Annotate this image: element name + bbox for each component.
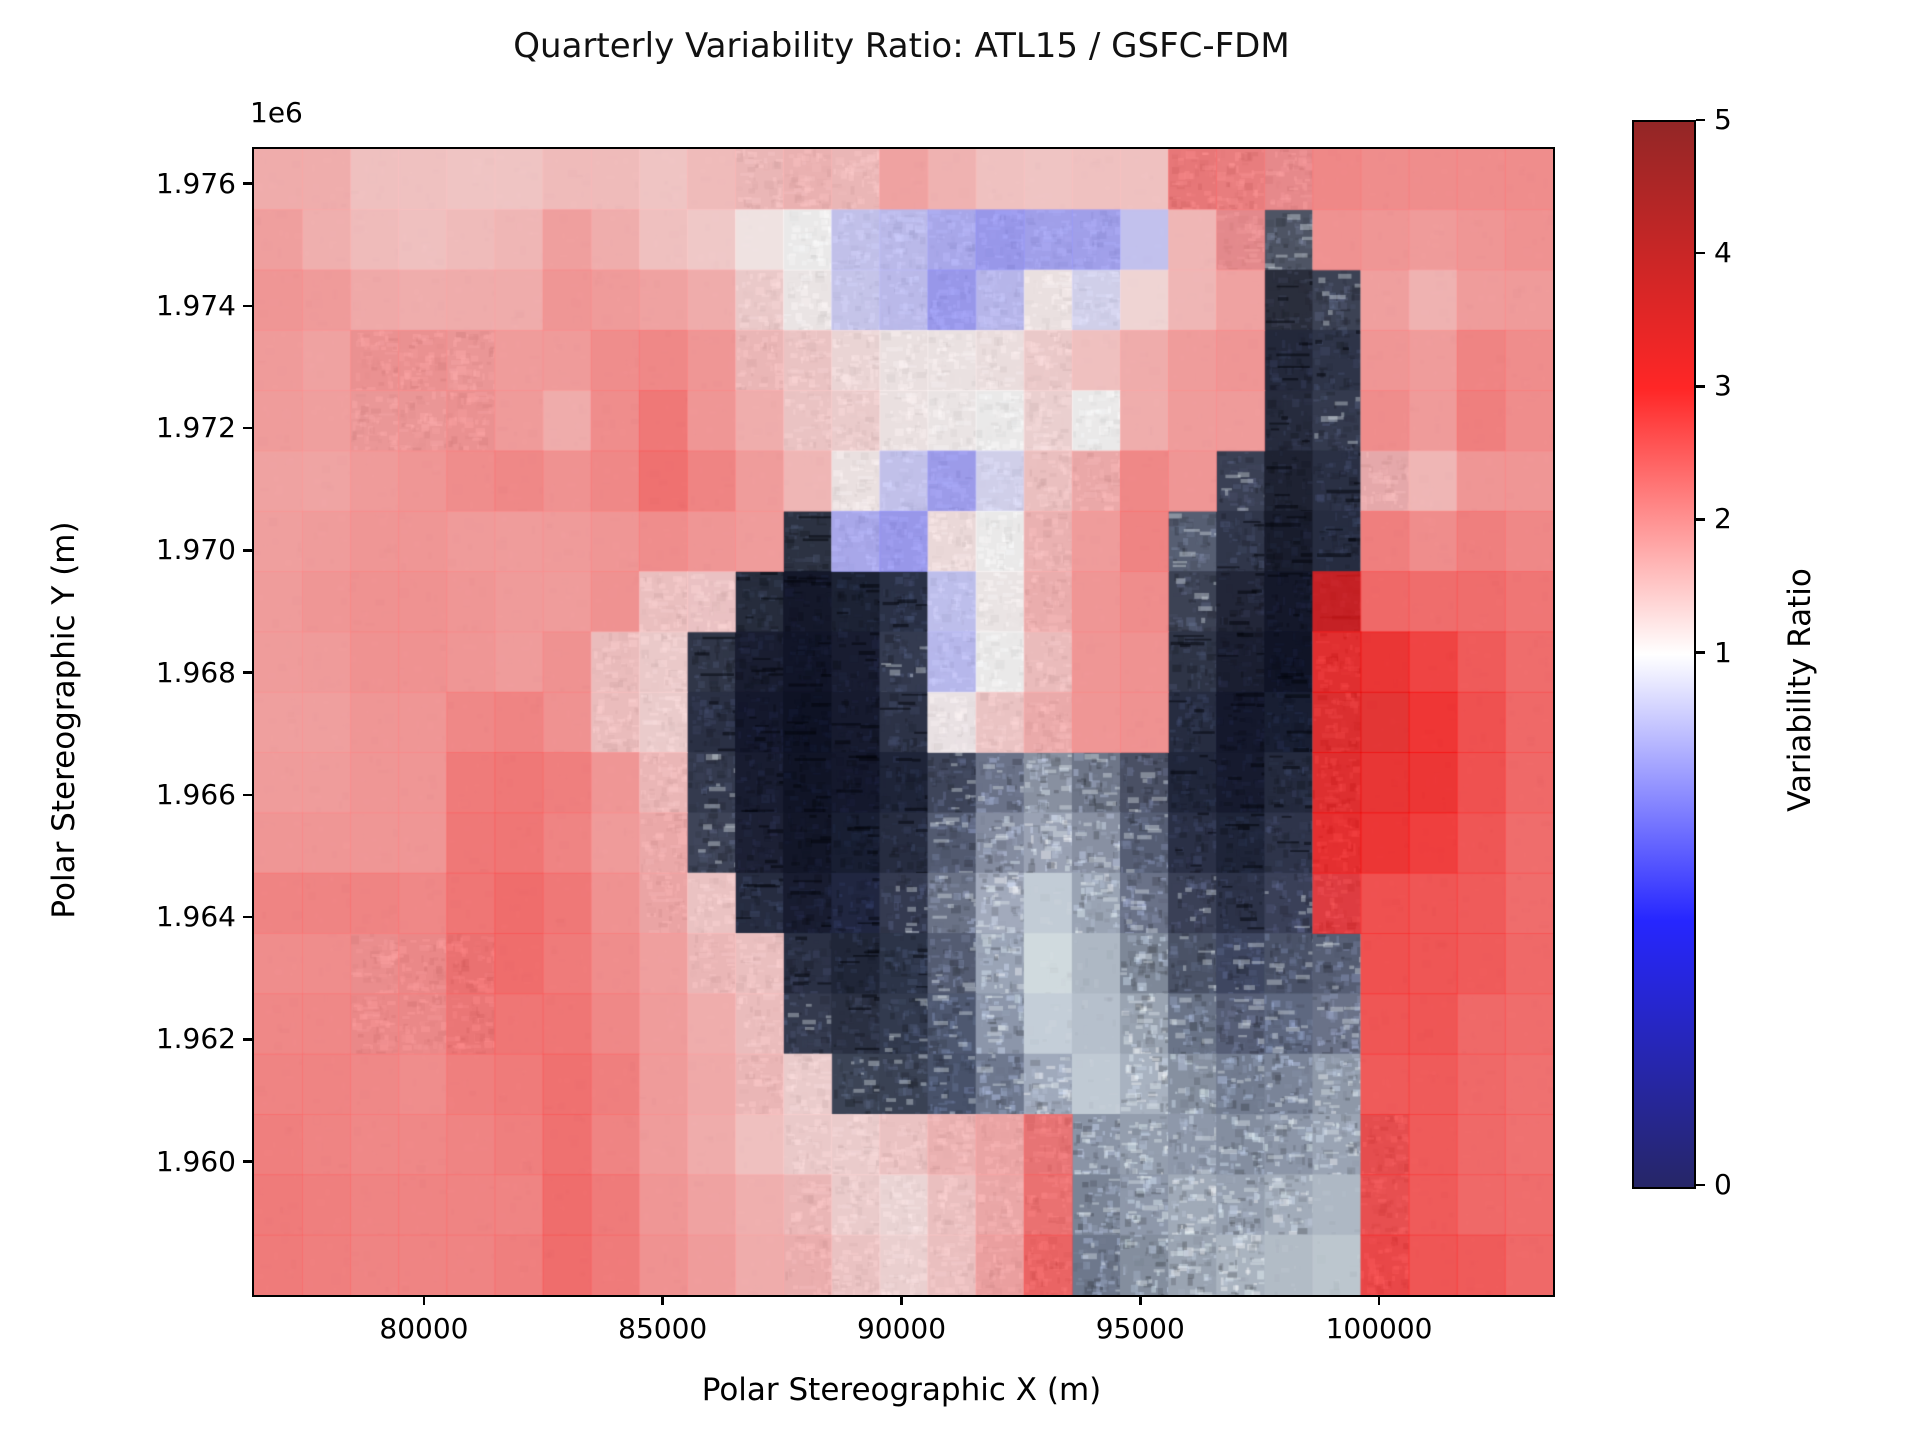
y-tick-label: 1.964 bbox=[155, 900, 236, 934]
y-tick-label: 1.976 bbox=[155, 166, 236, 200]
x-tick-label: 95000 bbox=[1095, 1312, 1185, 1345]
colorbar-tick-mark bbox=[1696, 385, 1705, 388]
y-tick-mark bbox=[243, 793, 252, 797]
x-tick-label: 80000 bbox=[379, 1312, 469, 1345]
colorbar-label: Variability Ratio bbox=[1782, 568, 1818, 812]
x-tick-label: 85000 bbox=[618, 1312, 708, 1345]
y-tick-mark bbox=[243, 426, 252, 430]
y-tick-label: 1.974 bbox=[155, 288, 236, 322]
y-axis-offset-label: 1e6 bbox=[250, 96, 303, 129]
x-tick-label: 90000 bbox=[856, 1312, 947, 1345]
y-tick-mark bbox=[243, 1038, 252, 1041]
y-tick-label: 1.972 bbox=[155, 411, 236, 445]
y-tick-mark bbox=[243, 915, 252, 919]
colorbar-tick-label: 1 bbox=[1714, 635, 1732, 669]
colorbar bbox=[1632, 120, 1696, 1189]
x-axis-label: Polar Stereographic X (m) bbox=[701, 1372, 1102, 1408]
y-tick-label: 1.960 bbox=[155, 1144, 236, 1178]
plot-area bbox=[252, 147, 1555, 1297]
y-tick-mark bbox=[243, 549, 252, 552]
heatmap-canvas bbox=[254, 149, 1553, 1295]
y-tick-label: 1.966 bbox=[155, 777, 236, 811]
colorbar-tick-label: 2 bbox=[1714, 502, 1732, 536]
colorbar-tick-mark bbox=[1696, 118, 1705, 122]
x-tick-mark bbox=[422, 1296, 426, 1305]
colorbar-tick-mark bbox=[1696, 651, 1705, 654]
y-tick-mark bbox=[243, 1160, 252, 1163]
x-tick-mark bbox=[661, 1296, 664, 1305]
colorbar-tick-mark bbox=[1696, 1183, 1705, 1187]
x-tick-label: 100000 bbox=[1325, 1312, 1433, 1345]
colorbar-tick-label: 3 bbox=[1714, 369, 1732, 403]
colorbar-tick-mark bbox=[1696, 518, 1705, 521]
colorbar-tick-label: 5 bbox=[1714, 103, 1732, 136]
y-tick-mark bbox=[243, 671, 252, 674]
chart-title: Quarterly Variability Ratio: ATL15 / GSF… bbox=[513, 26, 1290, 66]
y-tick-mark bbox=[243, 182, 252, 185]
x-tick-mark bbox=[1377, 1296, 1381, 1305]
y-tick-label: 1.968 bbox=[155, 655, 236, 689]
colorbar-tick-mark bbox=[1696, 251, 1705, 255]
y-axis-label: Polar Stereographic Y (m) bbox=[46, 521, 82, 919]
y-tick-label: 1.970 bbox=[155, 533, 236, 567]
colorbar-tick-label: 0 bbox=[1714, 1168, 1732, 1201]
x-tick-mark bbox=[1139, 1296, 1142, 1305]
y-tick-mark bbox=[243, 304, 252, 308]
colorbar-tick-label: 4 bbox=[1714, 236, 1732, 270]
y-tick-label: 1.962 bbox=[155, 1022, 236, 1056]
x-tick-mark bbox=[900, 1296, 903, 1305]
